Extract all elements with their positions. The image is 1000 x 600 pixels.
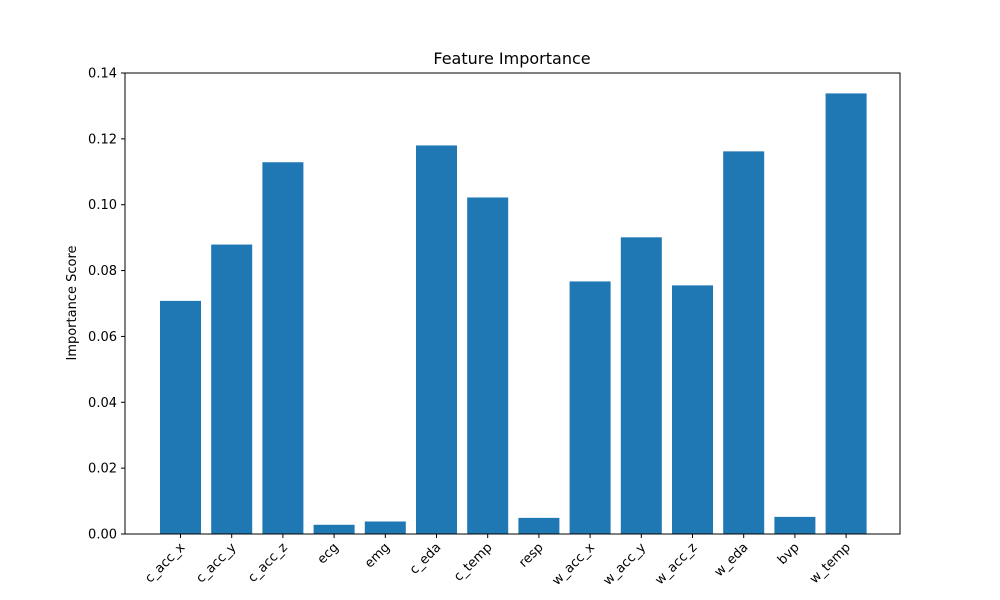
x-tick-label: c_temp <box>451 540 495 584</box>
x-tick-label: w_temp <box>807 540 854 587</box>
plot-frame <box>124 72 901 535</box>
y-axis-ticks: 0.00 0.02 0.04 0.06 0.08 0.10 0.12 0.14 <box>88 67 125 543</box>
x-tick-label: ecg <box>315 540 342 567</box>
bar-w-eda <box>723 151 765 534</box>
y-tick-label: 0.02 <box>88 462 117 477</box>
bar-resp <box>518 517 560 534</box>
x-axis-ticks: c_acc_x c_acc_y c_acc_z ecg emg c_eda c_temp re… <box>142 534 854 589</box>
x-tick-label: bvp <box>775 540 803 568</box>
y-tick-label: 0.10 <box>88 198 117 213</box>
x-tick-label: w_acc_x <box>549 540 598 589</box>
x-tick-label: c_acc_z <box>245 540 291 586</box>
x-tick-label: emg <box>362 540 393 571</box>
bar-c-eda <box>416 145 457 534</box>
x-tick-label: c_eda <box>407 540 444 577</box>
bar-c-acc-z <box>262 162 304 535</box>
x-tick-label: w_eda <box>712 540 752 580</box>
x-tick-label: w_acc_y <box>601 540 650 589</box>
chart-title: Feature Importance <box>433 49 590 68</box>
bar-bvp <box>774 516 816 534</box>
y-tick-label: 0.12 <box>88 132 117 147</box>
bar-c-acc-y <box>211 244 253 534</box>
x-tick-label: c_acc_x <box>142 540 188 586</box>
bars-group <box>160 93 867 535</box>
y-tick-label: 0.14 <box>88 67 117 82</box>
x-tick-label: c_acc_y <box>193 540 239 586</box>
y-axis-label: Importance Score <box>65 245 80 360</box>
y-tick-label: 0.06 <box>88 330 117 345</box>
bar-c-acc-x <box>160 300 201 534</box>
y-tick-label: 0.08 <box>88 264 117 279</box>
y-tick-label: 0.04 <box>88 396 117 411</box>
bar-w-acc-y <box>620 237 662 534</box>
y-tick-label: 0.00 <box>88 528 117 543</box>
x-tick-label: w_acc_z <box>652 540 700 588</box>
bar-emg <box>364 521 406 534</box>
x-tick-label: resp <box>516 540 546 570</box>
bar-c-temp <box>467 197 509 534</box>
bar-w-acc-x <box>569 281 611 534</box>
bar-w-temp <box>825 93 867 535</box>
bar-ecg <box>313 524 355 534</box>
bar-w-acc-z <box>672 285 713 534</box>
